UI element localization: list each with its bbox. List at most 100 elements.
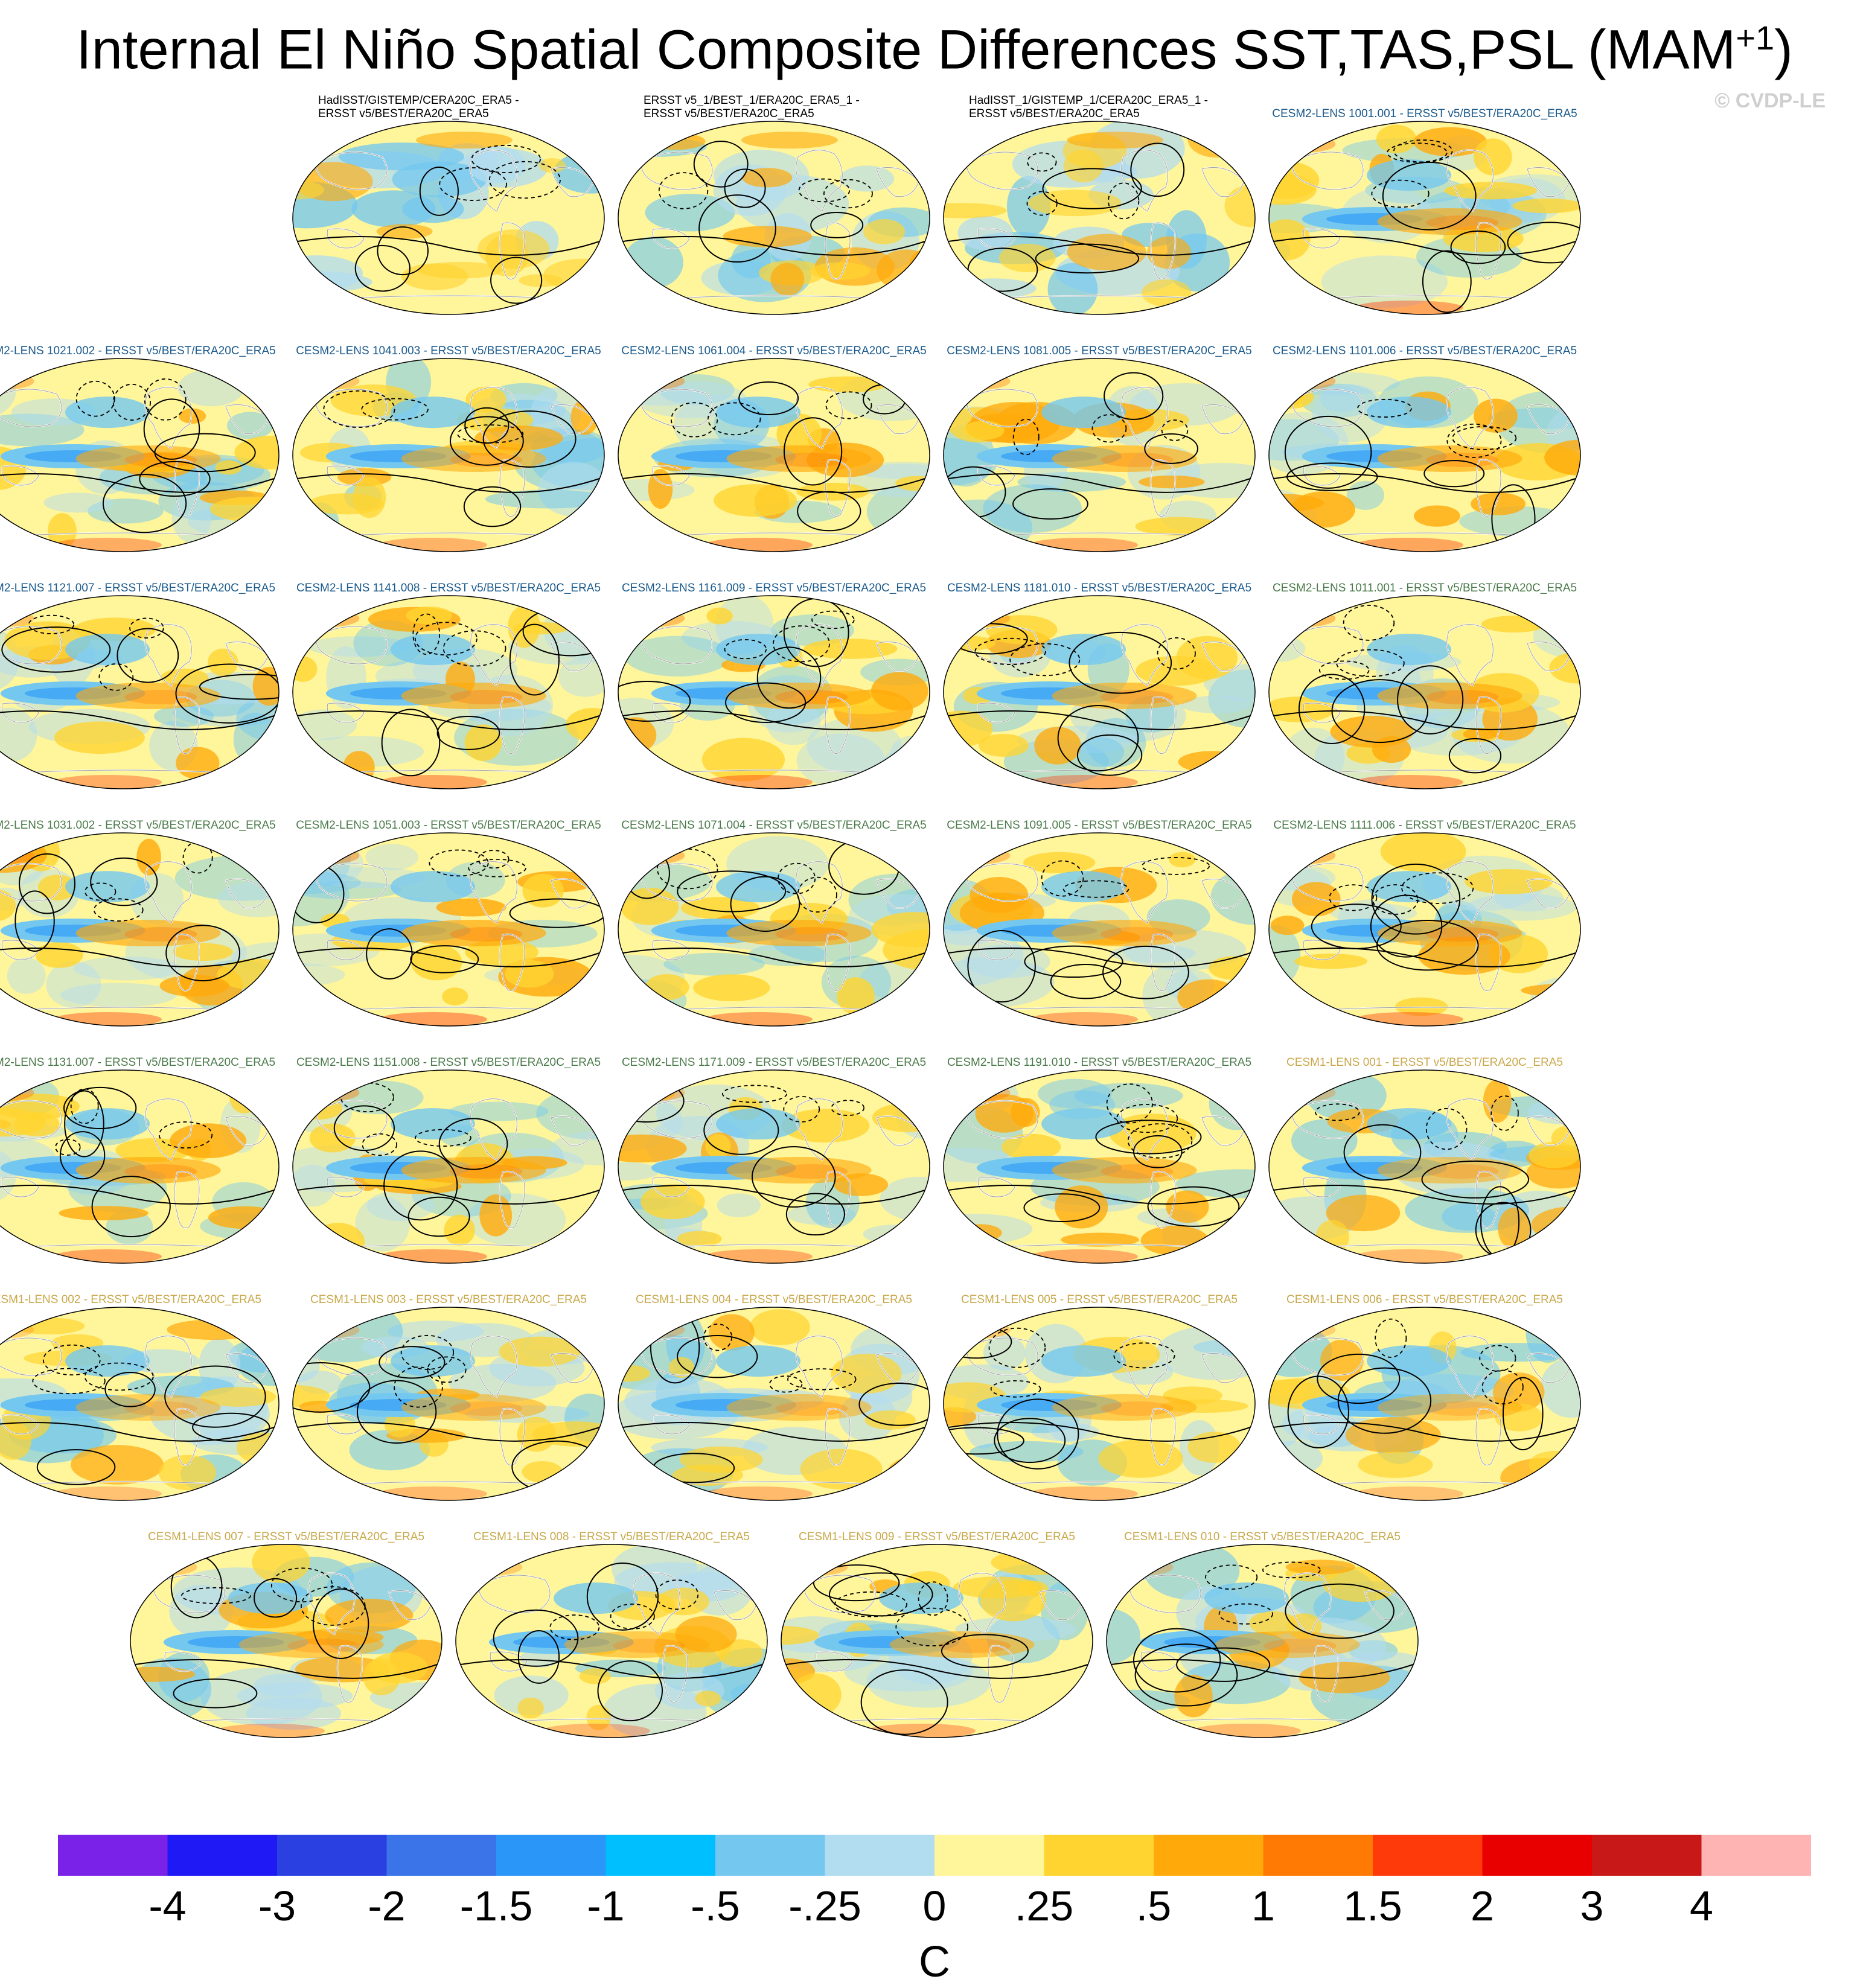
- psl-contour-negative: [707, 402, 761, 436]
- southern-ocean-warm: [704, 538, 813, 552]
- warm-anomaly: [1177, 979, 1240, 1016]
- map-outline: [1268, 595, 1581, 789]
- cool-anomaly: [983, 1335, 1026, 1371]
- psl-contour-negative: [181, 1587, 252, 1604]
- psl-contour-positive: [1376, 919, 1479, 971]
- psl-contour-negative: [823, 179, 873, 209]
- warm-anomaly: [406, 607, 453, 625]
- colorbar-tick-label: 0: [922, 1882, 947, 1929]
- coastline-shade: [977, 702, 1015, 723]
- east-pacific-warm-band: [1377, 445, 1522, 472]
- psl-contour-negative: [990, 1380, 1041, 1398]
- psl-contour-negative: [1041, 860, 1084, 897]
- psl-contour-negative: [1452, 425, 1517, 450]
- cool-anomaly: [60, 983, 177, 1007]
- psl-contour-positive: [164, 1365, 266, 1428]
- psl-contour-positive: [813, 1564, 900, 1602]
- coastline-shade: [988, 1645, 1014, 1703]
- psl-contour-negative: [1108, 182, 1140, 220]
- colorbar-tick-label: -3: [258, 1882, 296, 1929]
- psl-contour-line: [0, 710, 275, 730]
- psl-contour-positive: [860, 1669, 948, 1735]
- warm-anomaly: [1027, 190, 1122, 217]
- psl-contour-positive: [19, 853, 75, 914]
- cool-anomaly: [1074, 1083, 1183, 1109]
- psl-contour-positive: [419, 166, 459, 216]
- warm-anomaly: [1166, 1190, 1209, 1223]
- map-outline: [292, 1307, 605, 1501]
- map-panel: CESM1-LENS 006 - ERSST v5/BEST/ERA20C_ER…: [1262, 1280, 1588, 1503]
- coastline-shade: [551, 167, 594, 197]
- warm-anomaly: [170, 1123, 247, 1159]
- psl-contour-line: [948, 1185, 1251, 1205]
- psl-contour-positive: [693, 141, 749, 188]
- panel-title-line: CESM2-LENS 1141.008 - ERSST v5/BEST/ERA2…: [296, 582, 601, 594]
- coastline-shade: [0, 1337, 62, 1376]
- north-pacific-cool: [1367, 634, 1451, 666]
- psl-contour-negative: [798, 178, 851, 203]
- warm-anomaly: [1444, 182, 1537, 200]
- psl-contour-positive: [1176, 1647, 1271, 1682]
- map-panel-plot: [292, 358, 605, 552]
- panel-title: CESM1-LENS 004 - ERSST v5/BEST/ERA20C_ER…: [611, 1293, 937, 1307]
- psl-contour-positive: [858, 1382, 930, 1426]
- map-panel: CESM1-LENS 010 - ERSST v5/BEST/ERA20C_ER…: [1099, 1517, 1425, 1741]
- coastline-shade: [1364, 1590, 1408, 1620]
- psl-contour-positive: [63, 1086, 137, 1130]
- psl-contour-positive: [482, 410, 577, 468]
- colorbar-tick-label: .25: [1014, 1882, 1074, 1929]
- psl-contour-line: [460, 1659, 763, 1679]
- map-panel-plot: [1106, 1544, 1419, 1738]
- psl-contour-line: [622, 473, 925, 493]
- warm-anomaly: [1463, 728, 1497, 741]
- arctic-warm: [1113, 1558, 1174, 1576]
- cool-anomaly: [1460, 1343, 1575, 1362]
- psl-contour-negative: [362, 1133, 398, 1156]
- east-pacific-warm-band: [726, 920, 872, 946]
- map-panel-plot: [0, 1307, 280, 1501]
- colorbar-swatch: [934, 1835, 1044, 1876]
- east-pacific-warm-core: [775, 1164, 848, 1179]
- coastline-shade: [1140, 1651, 1178, 1672]
- east-pacific-warm-band: [889, 1631, 1035, 1658]
- warm-anomaly: [54, 721, 145, 754]
- coastline-shade: [796, 150, 843, 212]
- panel-title-line: ERSST v5/BEST/ERA20C_ERA5: [644, 107, 814, 120]
- coastline-shade: [470, 861, 517, 923]
- coastline-shade: [966, 389, 1038, 427]
- warm-anomaly: [167, 1319, 260, 1340]
- warm-anomaly: [1495, 1403, 1544, 1432]
- psl-contour-positive: [738, 381, 799, 416]
- coastline-shade: [876, 1116, 919, 1146]
- psl-contour-line: [622, 236, 925, 256]
- map-outline: [943, 358, 1256, 552]
- psl-contour-positive: [677, 1334, 758, 1378]
- coastline-shade: [966, 626, 1038, 664]
- panel-title-line: CESM1-LENS 007 - ERSST v5/BEST/ERA20C_ER…: [148, 1531, 424, 1543]
- map-panel-plot: [618, 358, 930, 552]
- panel-title: CESM2-LENS 1191.010 - ERSST v5/BEST/ERA2…: [936, 1056, 1262, 1069]
- panel-title: CESM1-LENS 009 - ERSST v5/BEST/ERA20C_ER…: [774, 1531, 1100, 1544]
- coastline-shade: [876, 404, 919, 435]
- warm-anomaly: [831, 1354, 902, 1394]
- panel-title-line: CESM2-LENS 1091.005 - ERSST v5/BEST/ERA2…: [947, 819, 1252, 832]
- map-panel-plot: [618, 1307, 930, 1501]
- arctic-warm: [462, 1558, 523, 1576]
- southern-ocean-warm: [1029, 538, 1138, 552]
- cool-anomaly: [624, 636, 731, 677]
- psl-contour-positive: [1423, 460, 1485, 488]
- map-panel-grid: HadISST/GISTEMP/CERA20C_ERA5 - ERSST v5/B…: [0, 94, 1588, 1741]
- psl-contour-line: [622, 1185, 925, 1205]
- coastline-shade: [1475, 459, 1501, 517]
- map-outline: [618, 358, 930, 552]
- warm-anomaly: [705, 1133, 731, 1158]
- psl-contour-negative: [1336, 649, 1405, 677]
- coastline-shade: [977, 465, 1015, 486]
- warm-anomaly: [1413, 127, 1487, 157]
- coastline-shade: [815, 1651, 853, 1672]
- map-outline: [1268, 358, 1581, 552]
- coastline-shade: [1150, 222, 1176, 279]
- coastline-shade: [225, 1353, 269, 1383]
- coastline-shade: [825, 934, 851, 991]
- psl-contour-positive: [1023, 1193, 1101, 1223]
